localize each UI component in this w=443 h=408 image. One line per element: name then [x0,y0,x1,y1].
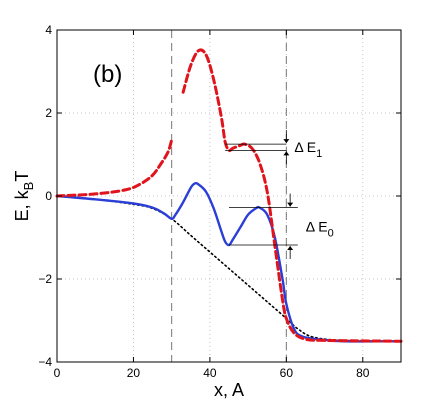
annotation-label-main: Δ E [306,218,328,234]
x-tick-label: 20 [127,366,141,380]
x-tick-label: 40 [203,366,217,380]
annotation-arrowhead [283,139,290,144]
y-tick-label: −2 [38,272,52,286]
series-dotted-line [56,195,402,343]
y-axis-label-main: E, k [12,189,32,221]
annotation-group: Δ E1Δ E0 [225,130,334,259]
ticks-group: 0 20 40 60 80 −4 −2 0 2 4 [38,23,401,380]
annotation-label-sub: 1 [316,148,322,160]
y-axis-label-sub: B [21,182,36,191]
series-solid-line [55,182,403,343]
annotation-label: Δ E1 [294,139,322,160]
x-tick-label: 0 [54,366,61,380]
panel-label: (b) [93,61,122,88]
annotation-arrowhead [287,245,294,250]
y-axis-label: E, kBT [12,171,36,222]
annotation-label-sub: 0 [328,227,334,239]
y-tick-label: 2 [45,106,52,120]
series-dashed-line [55,138,174,198]
annotation-label: Δ E0 [306,218,334,239]
y-tick-label: −4 [38,355,52,369]
y-tick-label: 4 [45,23,52,37]
annotation-arrowhead [287,202,294,207]
annotation-arrowhead [283,151,290,156]
x-tick-label: 60 [280,366,294,380]
x-axis-label: x, A [214,380,244,400]
annotation-label-main: Δ E [294,139,316,155]
y-tick-label: 0 [45,189,52,203]
y-axis-label-tail: T [12,171,32,182]
x-tick-label: 80 [356,366,370,380]
